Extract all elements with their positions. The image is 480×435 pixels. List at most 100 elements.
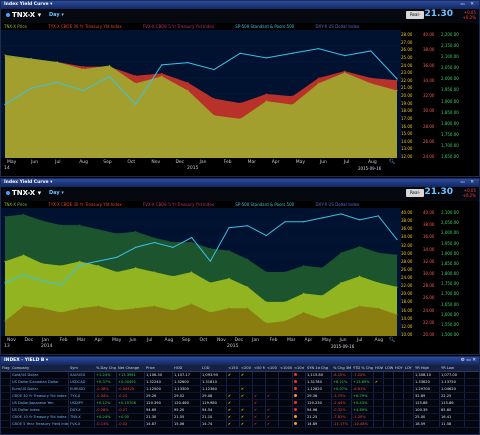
column-header[interactable]: % Day Chg (96, 365, 117, 371)
bottom-chart-titlebar[interactable]: Index Yield Curve ▾ ▭ ✕ (1, 179, 479, 187)
table-cell: -0.32% (332, 407, 352, 413)
y-tick-label: 18.00 (401, 299, 413, 305)
zoom-icon[interactable]: 🔍︎ (389, 159, 396, 165)
bottom-chart-plot[interactable] (1, 208, 401, 336)
column-header[interactable]: LOY (404, 365, 414, 371)
column-header[interactable]: <100 MA (266, 365, 279, 371)
table-row[interactable]: US Dollar/Canadian Dollar USDCAD +0.37% +0.… (1, 379, 479, 386)
y-tick-label: 32.00 (423, 258, 435, 264)
table-row[interactable]: US Dollar/Japanese Yen USDJPY +0.12% +0.157… (1, 400, 479, 407)
top-chart-y-axis: 28.00 27.00 26.00 25.00 24.00 23.00 22.00 21.00… (399, 30, 479, 160)
data-point (377, 282, 379, 284)
window-controls[interactable]: ▭ ✕ (460, 2, 476, 7)
data-point (377, 252, 379, 254)
column-header[interactable]: <1000 MA (280, 365, 293, 371)
column-header[interactable]: Price (145, 365, 173, 371)
y-tick-label: 12.00 (401, 323, 413, 329)
top-chart-plot[interactable] (1, 30, 401, 158)
data-point (191, 241, 193, 243)
table-cell (394, 407, 404, 413)
column-header[interactable]: <150 MA (227, 365, 240, 371)
top-chart-titlebar[interactable]: Index Yield Curve ▾ ▭ ✕ (1, 1, 479, 9)
y-tick-label: 40.00 (401, 210, 413, 215)
column-header[interactable]: <10d MA (293, 365, 306, 371)
status-dot-icon (294, 380, 297, 383)
table-cell (394, 386, 404, 392)
real-time-button[interactable]: Real-Time (406, 11, 424, 25)
y-tick-label: 2,150.00 (441, 43, 459, 49)
x-tick-label: Jul (55, 160, 61, 165)
data-point (108, 64, 111, 67)
status-dot-icon (294, 408, 297, 411)
column-header[interactable]: YR High (414, 365, 440, 371)
y-tick-label: 1,750.00 (441, 131, 459, 137)
table-row[interactable]: Euro/US Dollar EURUSD -0.38% -0.00425 1.1250… (1, 386, 479, 393)
data-point (396, 254, 398, 256)
column-header[interactable]: HOW (375, 365, 384, 371)
table-cell (293, 379, 306, 385)
column-header[interactable]: LOD (201, 365, 227, 371)
x-tick-label: Nov (217, 338, 226, 343)
y-tick-label: 16.00 (401, 307, 413, 313)
data-point (23, 274, 25, 276)
period-selector[interactable]: Day ▾ (49, 190, 64, 196)
symbol-field[interactable]: TNX-X ▾ (6, 189, 41, 197)
column-header[interactable]: LOW (385, 365, 394, 371)
symbol-field[interactable]: TNX-X ▾ (6, 11, 41, 19)
legend-item[interactable]: DXY-X US Dollar Index (315, 202, 360, 207)
data-point (396, 286, 398, 288)
data-point (359, 275, 361, 277)
table-cell: 29.52 (173, 393, 201, 399)
column-header[interactable]: Sym (69, 365, 95, 371)
column-header[interactable]: SYN 1d Chg (306, 365, 332, 371)
table-row[interactable]: CBOE 5 Year Treasury Yield Index FVX-X -0.… (1, 421, 479, 428)
table-cell: -10.48% (352, 421, 374, 427)
data-point (265, 100, 267, 102)
table-cell (266, 372, 279, 378)
data-point (247, 286, 249, 288)
table-cell: 1.12360 (201, 386, 227, 392)
legend-item[interactable]: TNX-X Price (4, 24, 27, 29)
table-cell (253, 372, 266, 378)
y-tick-label: 2,000.00 (441, 76, 459, 82)
column-header[interactable]: <50 MA (254, 365, 266, 371)
data-point (396, 78, 398, 80)
column-header[interactable]: HOD (173, 365, 201, 371)
window-controls[interactable]: ▭ ✕ (460, 180, 476, 185)
window-controls[interactable]: ⚙ ▭ ✕ (460, 358, 476, 363)
x-tick-label: Jul (343, 160, 350, 165)
data-point (191, 236, 193, 239)
legend-item[interactable]: TNX-X Price (4, 202, 27, 207)
real-time-button[interactable]: Real-Time (406, 189, 424, 203)
table-row[interactable]: CBOE 10 Yr Treasury Yld Index TNX-X +0.24%… (1, 414, 479, 421)
column-header[interactable]: <200 MA (240, 365, 253, 371)
column-header[interactable]: YTD % Chg (353, 365, 374, 371)
column-header[interactable]: YR Low (440, 365, 465, 371)
legend-item[interactable]: SP-500 Standard & Poors 500 (235, 24, 295, 29)
data-point (359, 219, 361, 221)
legend-item[interactable]: DXY-X US Dollar Index (315, 24, 360, 29)
column-header[interactable]: Company (11, 365, 69, 371)
legend-item[interactable]: TYX-X CBOE 30 Yr Treasury Yld Index (48, 202, 122, 207)
legend-item[interactable]: TYX-X CBOE 30 Yr Treasury Yld Index (48, 24, 122, 29)
top-chart-x-axis: May Jun Jul Aug Sep Oct Nov Dec Jan Feb Mar Apr May J… (1, 160, 401, 168)
data-point (265, 93, 267, 95)
pct-change: +0.2% (462, 15, 476, 20)
legend-item[interactable]: SP-500 Standard & Poors 500 (235, 202, 295, 207)
table-row[interactable]: CBOE 30 Yr Treasury Yld Index TYX-X -0.34%… (1, 393, 479, 400)
table-cell: 100.39 (414, 407, 440, 413)
legend-item[interactable]: FVX-X CBOE 5 Yr Treasury Yld Index (142, 202, 215, 207)
table-row[interactable]: US Dollar Index DXY-X -0.28% -0.27 94.69 95.2… (1, 407, 479, 414)
zoom-icon[interactable]: 🔍︎ (389, 337, 396, 343)
column-header[interactable]: HOY (395, 365, 404, 371)
table-cell: 125.86 (414, 400, 440, 406)
legend-item[interactable]: FVX-X CBOE 5 Yr Treasury Yld Index (142, 24, 215, 29)
table-cell (384, 372, 394, 378)
period-selector[interactable]: Day ▾ (49, 12, 64, 18)
watchlist-titlebar[interactable]: INDEX - YIELD B ▾ ⚙ ▭ ✕ (1, 357, 479, 365)
table-row[interactable]: Gold/US Dollar XAUUSD +1.24% +13.3961 1,106.… (1, 372, 479, 379)
data-point (41, 307, 43, 309)
column-header[interactable]: % Chg 3M (333, 365, 352, 371)
column-header[interactable]: Net Change (117, 365, 145, 371)
column-header[interactable]: Flag (2, 365, 11, 371)
